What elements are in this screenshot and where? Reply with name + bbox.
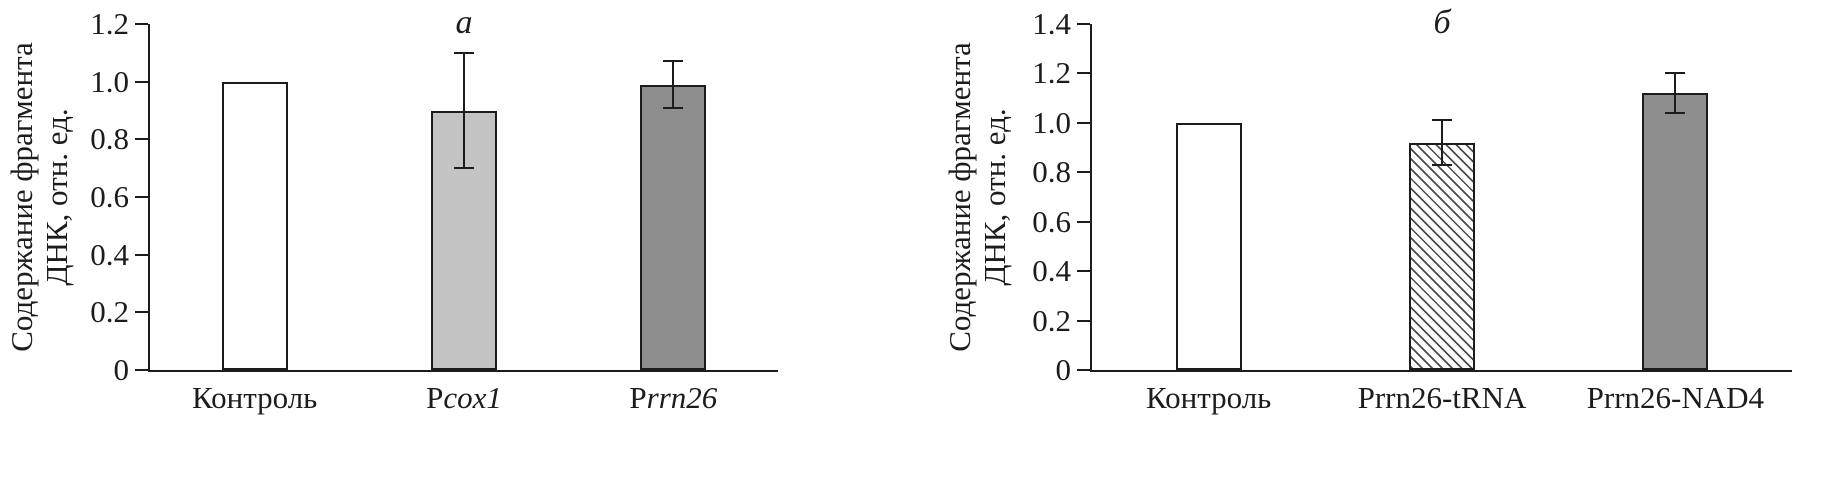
error-bar-line [1441, 120, 1443, 165]
y-tick-mark [135, 196, 148, 198]
category-label-italic-part: cox1 [443, 380, 502, 415]
category-label-italic-part: rrn26 [646, 380, 718, 415]
y-tick-label: 0 [113, 352, 130, 387]
error-bar-line [1674, 73, 1677, 113]
category-label-part: P [426, 380, 444, 415]
y-tick-mark [1077, 121, 1090, 124]
bar [1409, 142, 1475, 370]
category-label-part: Prrn26-NAD4 [1586, 380, 1765, 415]
panel-label: б [1433, 4, 1451, 41]
y-tick-mark [1077, 369, 1090, 371]
y-tick-label: 0 [1055, 352, 1072, 387]
error-bar-cap-top [1432, 119, 1452, 122]
y-tick-label: 0.6 [1032, 203, 1071, 239]
panel-b: Содержание фрагмента ДНК, отн. ед. 0 0.2 0.4… [916, 0, 1831, 488]
panel-label: а [455, 4, 473, 41]
category-label: Prrn26-NAD4 [1535, 380, 1815, 416]
y-tick-label: 0.2 [1032, 302, 1071, 338]
category-label-part: Контроль [191, 380, 318, 415]
error-bar-line [463, 52, 465, 169]
error-bar-cap-bottom [1665, 111, 1686, 114]
category-label: Контроль [115, 380, 395, 416]
y-tick-mark [135, 23, 148, 25]
bar [640, 84, 707, 370]
y-tick-mark [1077, 220, 1090, 223]
error-bar-cap-bottom [663, 106, 684, 109]
y-tick-mark [135, 369, 148, 371]
error-bar-cap-top [454, 51, 474, 54]
panel-a: Содержание фрагмента ДНК, отн. ед. 0 0.2 0.4… [0, 0, 915, 488]
y-tick-label: 0.4 [90, 236, 129, 272]
y-tick-label: 1.0 [90, 63, 129, 99]
y-tick-label: 1.2 [90, 6, 129, 41]
error-bar-cap-bottom [454, 167, 474, 170]
x-axis-line [1090, 370, 1792, 372]
bar [221, 81, 288, 370]
y-tick-mark [135, 311, 148, 314]
category-label: Pcox1 [324, 380, 604, 416]
y-tick-mark [1077, 23, 1090, 25]
y-tick-label: 0.8 [90, 121, 129, 157]
y-tick-label: 1.0 [1032, 104, 1071, 140]
category-label: Prrn26-tRNA [1302, 380, 1582, 416]
error-bar-line [672, 61, 675, 108]
y-tick-mark [135, 253, 148, 256]
y-tick-label: 1.2 [1032, 55, 1071, 91]
bar [1642, 93, 1709, 370]
bar [1175, 122, 1242, 370]
y-axis-line [148, 24, 150, 372]
category-label-part: Prrn26-tRNA [1357, 380, 1527, 415]
y-tick-mark [1077, 270, 1090, 273]
y-tick-label: 0.4 [1032, 253, 1071, 289]
category-label-part: P [629, 380, 647, 415]
y-axis-line [1090, 24, 1092, 372]
y-tick-label: 0.2 [90, 294, 129, 330]
y-tick-label: 0.8 [1032, 154, 1071, 190]
y-tick-label: 0.6 [90, 179, 129, 214]
category-label: Контроль [1069, 380, 1349, 416]
y-tick-label: 1.4 [1032, 6, 1071, 41]
category-label: Prrn26 [533, 380, 813, 416]
category-label-part: Контроль [1145, 380, 1272, 415]
y-tick-mark [1077, 319, 1090, 322]
error-bar-cap-top [1665, 72, 1686, 75]
y-tick-mark [1077, 72, 1090, 75]
x-axis-line [148, 370, 778, 372]
y-tick-mark [1077, 171, 1090, 174]
y-tick-mark [135, 138, 148, 141]
error-bar-cap-bottom [1432, 163, 1452, 166]
error-bar-cap-top [663, 60, 684, 63]
y-tick-mark [135, 80, 148, 83]
